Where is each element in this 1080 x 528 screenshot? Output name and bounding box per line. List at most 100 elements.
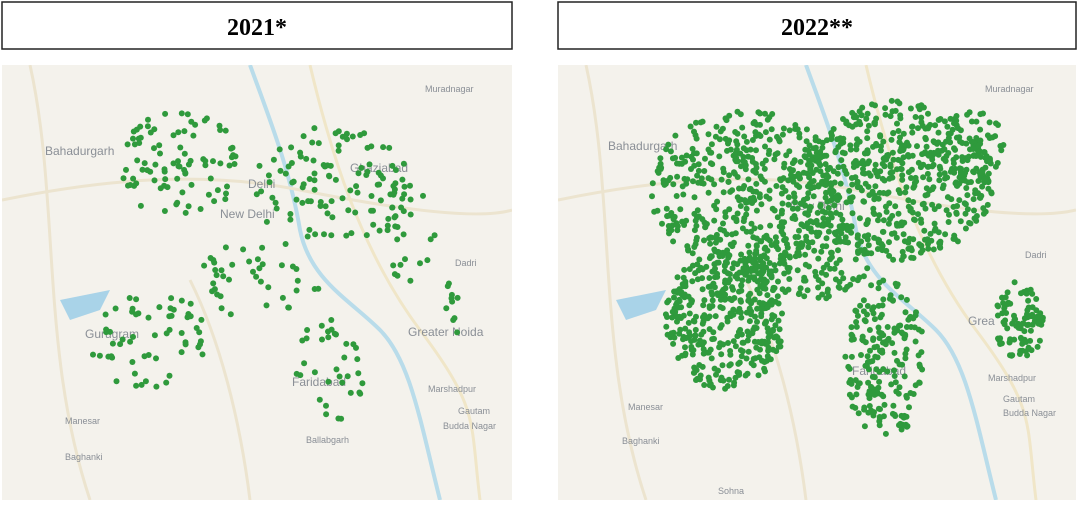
location-dot — [700, 318, 707, 325]
location-dot — [328, 198, 335, 205]
location-dot — [299, 199, 306, 206]
location-dot — [861, 423, 868, 430]
location-dot — [662, 311, 669, 318]
location-dot — [315, 140, 322, 147]
place-label: Baghanki — [65, 452, 103, 462]
location-dot — [898, 426, 905, 433]
location-dot — [1000, 319, 1007, 326]
location-dot — [779, 200, 786, 207]
location-dot — [649, 193, 655, 200]
location-dot — [758, 338, 765, 345]
location-dot — [309, 139, 316, 146]
location-dot — [840, 116, 846, 122]
location-dot — [880, 138, 887, 145]
location-dot — [193, 325, 200, 331]
location-dot — [167, 305, 174, 312]
location-dot — [853, 121, 860, 128]
location-dot — [214, 187, 221, 194]
location-dot — [852, 307, 859, 314]
location-dot — [139, 166, 146, 173]
location-dot — [711, 181, 718, 188]
location-dot — [816, 229, 823, 236]
location-dot — [311, 177, 318, 184]
location-dot — [762, 110, 768, 117]
location-dot — [762, 285, 769, 292]
location-dot — [808, 162, 815, 169]
location-dot — [420, 192, 426, 199]
location-dot — [343, 340, 350, 347]
location-dot — [750, 259, 757, 266]
location-dot — [801, 274, 808, 281]
location-dot — [758, 306, 765, 313]
location-dot — [390, 262, 397, 269]
location-dot — [329, 214, 336, 221]
location-dot — [876, 279, 883, 286]
location-dot — [370, 221, 377, 228]
location-dot — [860, 297, 867, 304]
location-dot — [895, 390, 902, 397]
location-dot — [976, 169, 983, 176]
location-dot — [364, 144, 371, 151]
location-dot — [736, 185, 742, 192]
location-dot — [311, 170, 318, 177]
location-dot — [855, 380, 862, 387]
location-dot — [695, 179, 702, 186]
location-dot — [424, 257, 431, 264]
location-dot — [894, 120, 900, 127]
location-dot — [878, 143, 884, 150]
location-dot — [818, 269, 825, 276]
location-dot — [860, 166, 866, 172]
location-dot — [929, 201, 936, 208]
location-dot — [997, 143, 1004, 149]
location-dot — [734, 369, 741, 376]
place-label: Manesar — [65, 416, 100, 426]
location-dot — [737, 150, 744, 157]
location-dot — [879, 242, 886, 249]
location-dot — [732, 150, 739, 157]
location-dot — [752, 355, 759, 362]
location-dot — [841, 150, 848, 157]
location-dot — [918, 349, 925, 356]
location-dot — [822, 182, 829, 188]
location-dot — [1011, 279, 1018, 286]
location-dot — [749, 200, 756, 206]
location-dot — [668, 330, 675, 337]
location-dot — [211, 198, 218, 205]
location-dot — [1004, 289, 1011, 296]
location-dot — [983, 175, 990, 182]
location-dot — [742, 162, 749, 169]
location-dot — [879, 175, 886, 182]
location-dot — [326, 173, 333, 180]
location-dot — [923, 185, 930, 192]
location-dot — [909, 129, 916, 136]
location-dot — [766, 260, 773, 266]
location-dot — [945, 130, 952, 137]
location-dot — [832, 276, 839, 283]
location-dot — [767, 222, 774, 229]
location-dot — [905, 203, 912, 210]
location-dot — [137, 202, 144, 209]
location-dot — [786, 148, 793, 155]
location-dot — [737, 203, 744, 209]
location-dot — [962, 170, 969, 176]
location-dot — [931, 206, 938, 213]
location-dot — [691, 364, 698, 371]
location-dot — [892, 203, 899, 210]
location-dot — [888, 381, 895, 388]
location-dot — [825, 204, 832, 211]
location-dot — [723, 279, 730, 286]
location-dot — [818, 248, 825, 255]
location-dot — [795, 170, 802, 177]
location-dot — [899, 176, 906, 183]
location-dot — [738, 287, 745, 294]
location-dot — [854, 178, 861, 185]
location-dot — [772, 322, 779, 329]
location-dot — [753, 180, 760, 187]
location-dot — [834, 170, 841, 177]
location-dot — [900, 130, 907, 137]
location-dot — [771, 262, 778, 269]
location-dot — [917, 249, 924, 256]
location-dot — [777, 176, 784, 183]
location-dot — [817, 203, 824, 210]
location-dot — [303, 155, 310, 162]
